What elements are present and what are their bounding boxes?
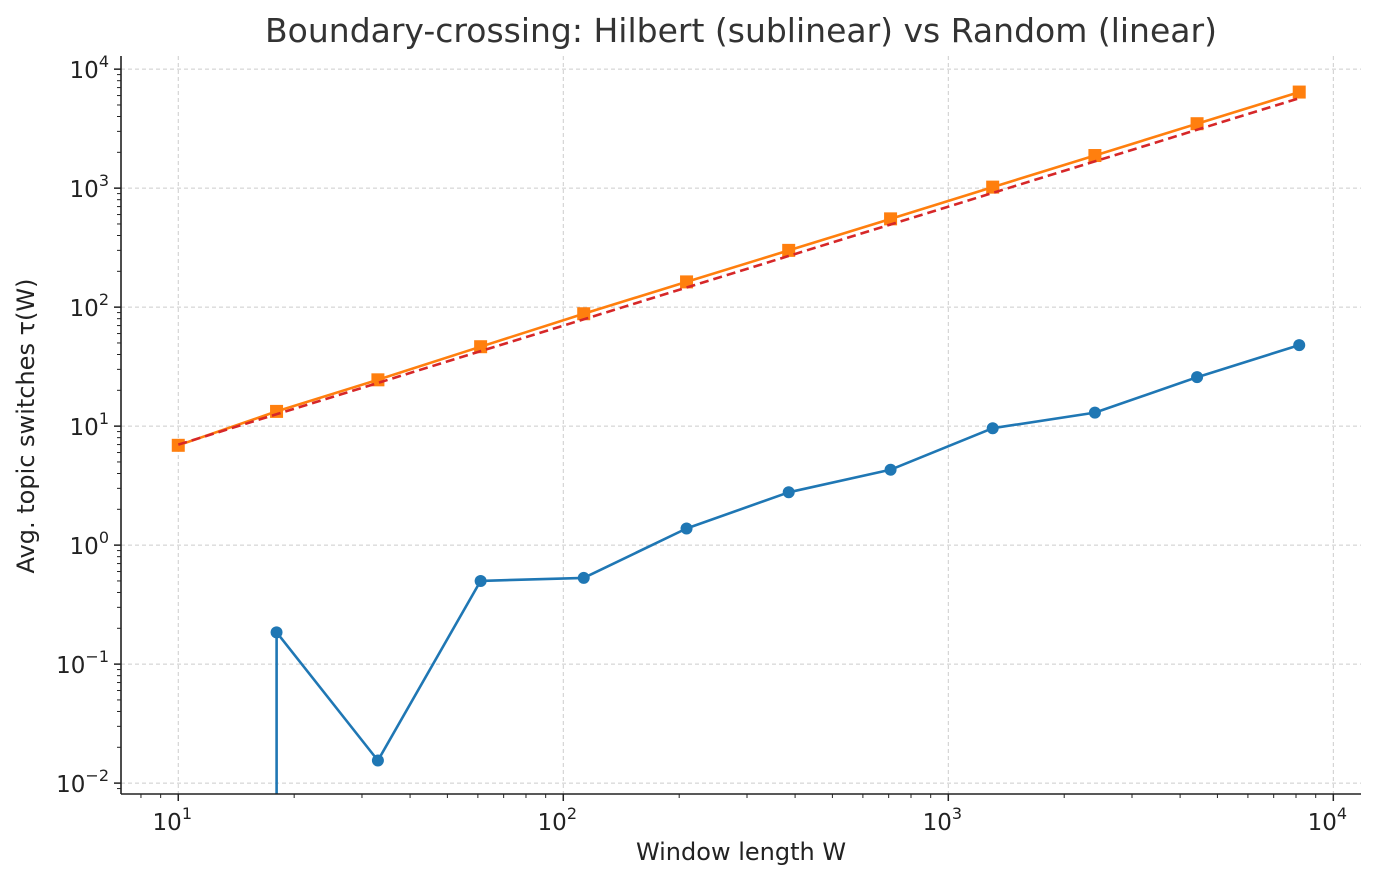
series-3-line	[177, 96, 1300, 446]
x-tick-label: 102	[538, 804, 577, 836]
y-ticks: 10−2 10−1 100 101 102 103 104	[56, 52, 121, 798]
series-1-point	[884, 463, 897, 476]
series-1-point	[474, 574, 487, 587]
series-1-point	[680, 522, 693, 535]
series-2-point	[680, 275, 694, 289]
x-tick-label: 101	[153, 804, 192, 836]
series-2-point	[782, 243, 796, 257]
series-1-point	[782, 486, 795, 499]
y-tick-label: 104	[70, 52, 109, 84]
x-axis-label: Window length W	[636, 838, 846, 866]
series-2-point	[1292, 85, 1306, 99]
y-tick-label: 100	[70, 528, 109, 560]
series-1-point	[1191, 371, 1204, 384]
grid-lines	[121, 56, 1361, 794]
series-2-point	[270, 404, 284, 418]
y-tick-label: 10−2	[56, 766, 109, 798]
y-tick-label: 102	[70, 290, 109, 322]
series-2-point	[1088, 149, 1102, 163]
series-1-line	[275, 343, 1300, 794]
chart-title: Boundary-crossing: Hilbert (sublinear) v…	[265, 11, 1217, 50]
series-1-point	[1293, 339, 1306, 352]
x-ticks: 101 102 103 104	[140, 794, 1347, 836]
series-2-point	[1190, 117, 1204, 131]
series-2-line	[177, 90, 1300, 447]
y-axis-label: Avg. topic switches τ(W)	[12, 279, 40, 574]
series-2-point	[986, 180, 1000, 194]
x-tick-label: 103	[923, 804, 962, 836]
series-1-point	[1088, 406, 1101, 419]
series-1-point	[986, 422, 999, 435]
x-tick-label: 104	[1308, 804, 1347, 836]
y-tick-label: 10−1	[56, 647, 109, 679]
series-1-point	[577, 571, 590, 584]
series-layer	[171, 85, 1306, 794]
series-2-point	[474, 340, 488, 354]
series-1-point	[371, 754, 384, 767]
y-tick-label: 103	[70, 171, 109, 203]
axes	[120, 56, 1361, 795]
y-tick-label: 101	[70, 409, 109, 441]
series-1-point	[270, 626, 283, 639]
series-2-point	[171, 438, 185, 452]
series-2-point	[884, 212, 898, 226]
